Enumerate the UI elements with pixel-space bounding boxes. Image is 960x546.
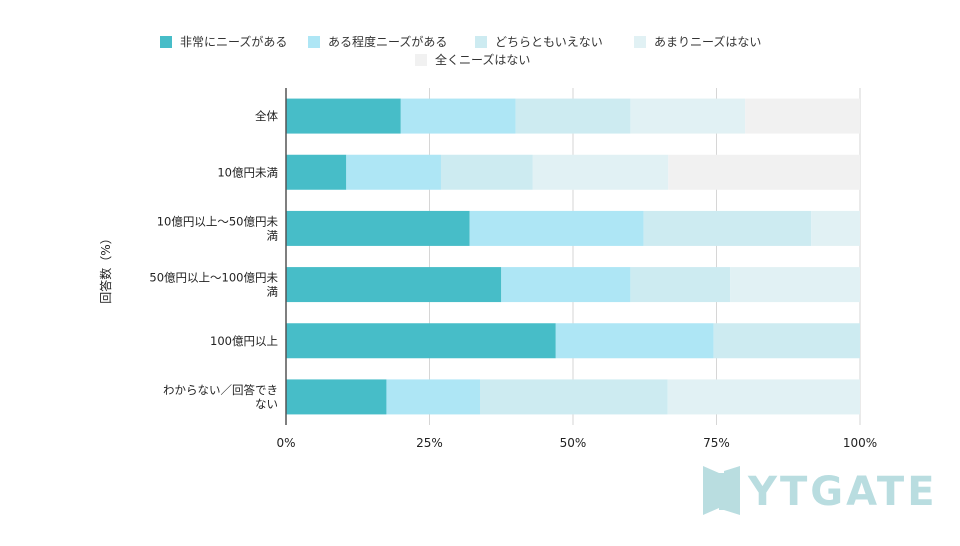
x-tick-label: 0% <box>276 436 295 450</box>
bar-segment <box>440 154 533 190</box>
bar-segment <box>286 154 347 190</box>
bar-segment <box>286 98 401 134</box>
bar-segment <box>667 379 860 415</box>
category-label: 100億円以上 <box>210 334 278 348</box>
bar-segment <box>668 154 860 190</box>
watermark-logo: YTGATE <box>703 466 938 515</box>
grid-lines <box>429 88 861 425</box>
axes: 0% 25% 50% 75% 100%全体10億円未満10億円以上〜50億円未満50億円… <box>149 88 877 450</box>
legend-label: どちらともいえない <box>495 35 603 49</box>
category-label: 全体 <box>255 109 278 123</box>
bar-segment <box>346 154 441 190</box>
y-axis-title: 回答数（%） <box>98 232 113 303</box>
bar-segment <box>713 323 860 359</box>
bar-segment <box>532 154 669 190</box>
bar-segment <box>501 267 631 303</box>
legend-swatch <box>160 36 172 48</box>
category-label: 満 <box>267 285 279 299</box>
bars <box>286 98 860 415</box>
bar-segment <box>745 98 860 134</box>
legend: 非常にニーズがある ある程度ニーズがある どちらともいえない あまりニーズはない全くニ… <box>160 34 761 67</box>
bar-segment <box>515 98 631 134</box>
bar-segment <box>386 379 481 415</box>
legend-swatch <box>415 54 427 66</box>
bar-segment <box>555 323 714 359</box>
bar-segment <box>630 98 746 134</box>
x-tick-label: 100% <box>843 436 877 450</box>
bar-segment <box>730 267 860 303</box>
legend-label: あまりニーズはない <box>654 34 761 49</box>
category-label: ない <box>255 397 278 411</box>
x-tick-label: 25% <box>416 436 443 450</box>
watermark-text: YTGATE <box>747 469 938 515</box>
bar-segment <box>643 210 812 246</box>
category-label: 満 <box>267 228 279 242</box>
legend-label: ある程度ニーズがある <box>328 34 447 49</box>
x-tick-label: 50% <box>560 436 587 450</box>
category-label: 50億円以上〜100億円未 <box>149 271 278 285</box>
legend-swatch <box>308 36 320 48</box>
legend-label: 非常にニーズがある <box>180 34 287 49</box>
category-label: 10億円以上〜50億円未 <box>157 214 279 228</box>
category-label: わからない／回答でき <box>163 383 278 397</box>
bar-segment <box>286 323 556 359</box>
bar-segment <box>480 379 668 415</box>
x-tick-label: 75% <box>703 436 730 450</box>
category-label: 10億円未満 <box>217 165 278 179</box>
legend-label: 全くニーズはない <box>435 52 530 67</box>
bar-segment <box>400 98 516 134</box>
legend-swatch <box>634 36 646 48</box>
bar-segment <box>811 210 860 246</box>
bar-segment <box>286 379 387 415</box>
door-icon <box>703 466 740 515</box>
legend-swatch <box>475 36 487 48</box>
bar-segment <box>286 267 502 303</box>
bar-segment <box>286 210 470 246</box>
bar-segment <box>469 210 644 246</box>
bar-segment <box>630 267 731 303</box>
